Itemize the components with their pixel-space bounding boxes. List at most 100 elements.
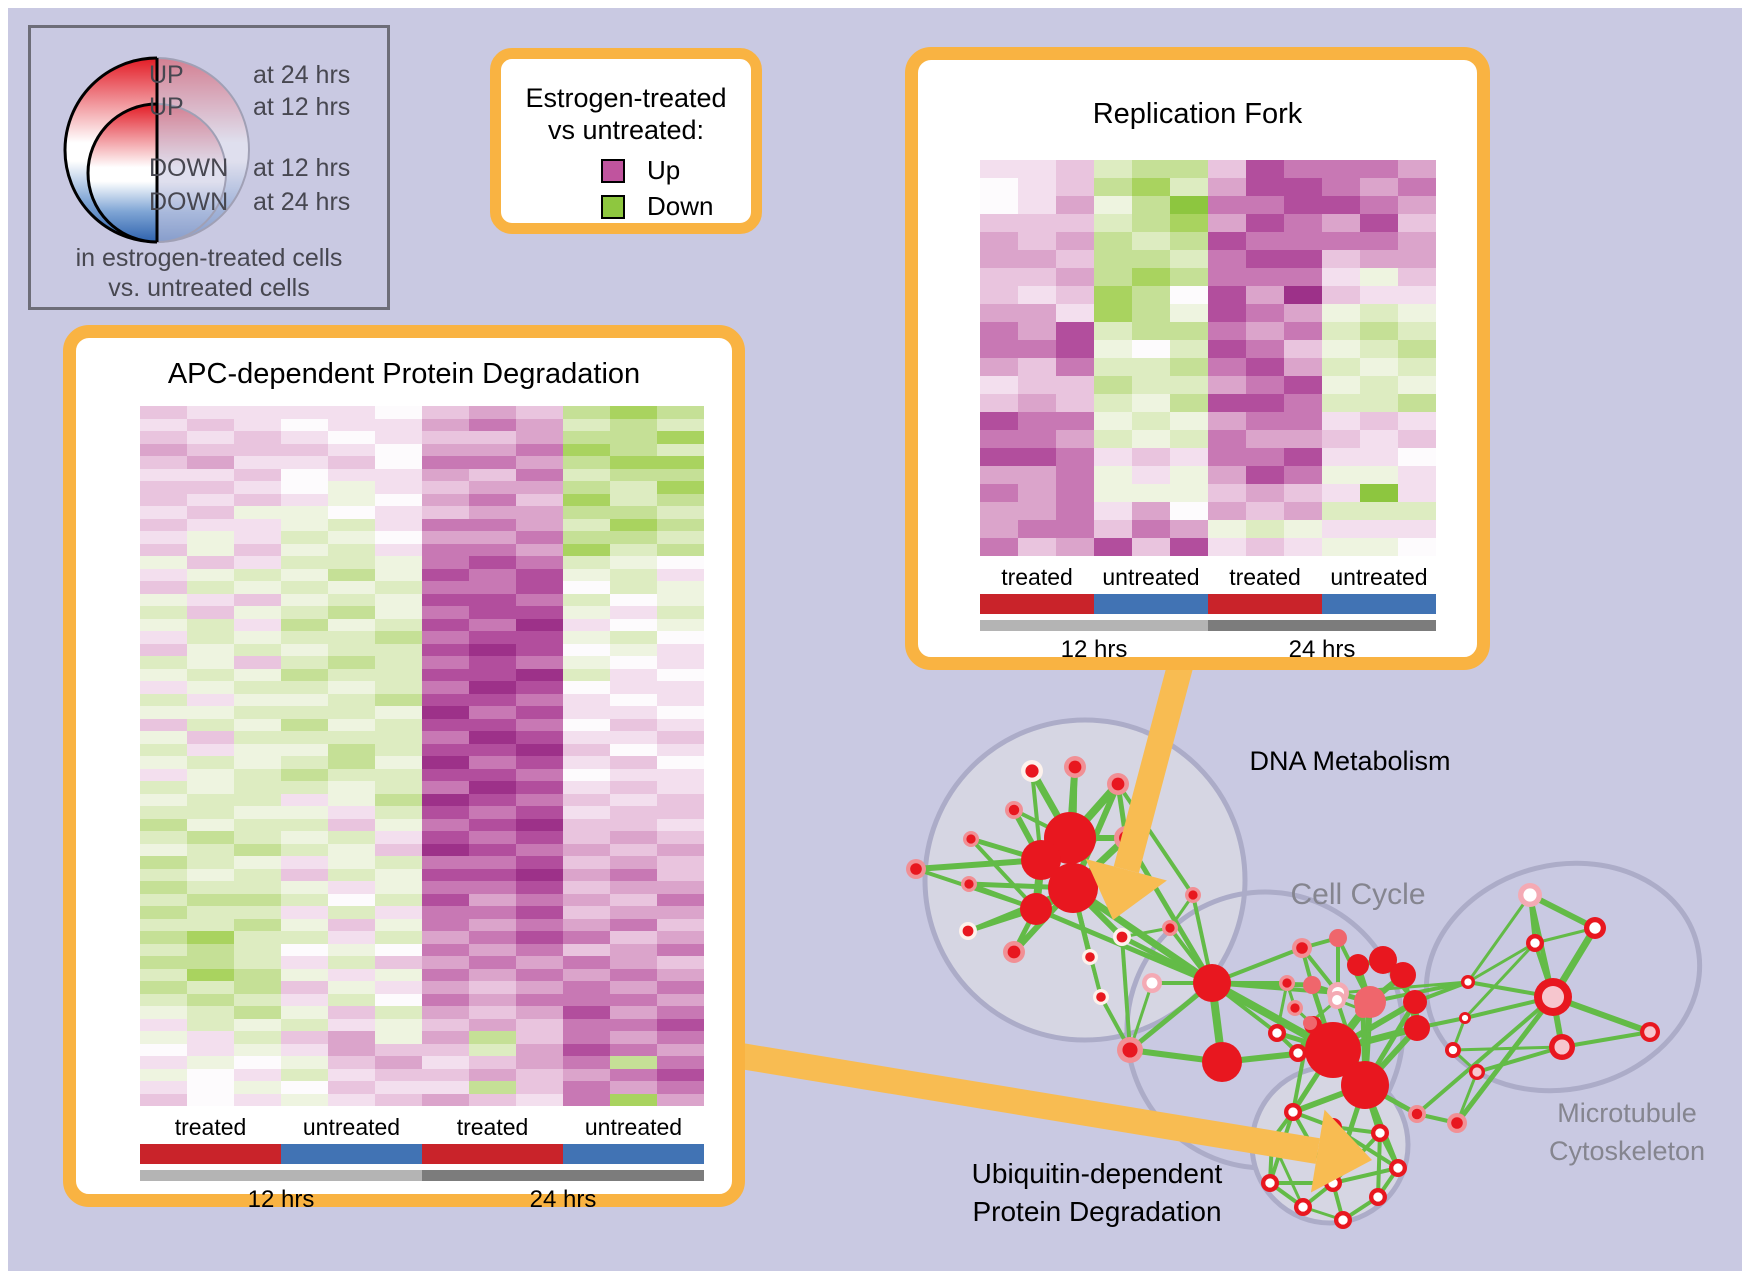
- heatmap-cell: [1284, 250, 1322, 268]
- heatmap-cell: [281, 706, 328, 719]
- treatment-color-bar: [140, 1144, 281, 1164]
- heatmap-cell: [657, 731, 704, 744]
- heatmap-cell: [375, 968, 422, 981]
- heatmap-cell: [980, 376, 1018, 394]
- heatmap-cell: [422, 981, 469, 994]
- heatmap-cell: [281, 806, 328, 819]
- heatmap-cell: [1170, 538, 1208, 556]
- heatmap-cell: [657, 1006, 704, 1019]
- heatmap-cell: [980, 160, 1018, 178]
- heatmap-cell: [187, 468, 234, 481]
- heatmap-cell: [328, 993, 375, 1006]
- heatmap-cell: [1284, 214, 1322, 232]
- heatmap-cell: [469, 781, 516, 794]
- heatmap-cell: [657, 593, 704, 606]
- heatmap-cell: [1094, 448, 1132, 466]
- heatmap-cell: [422, 456, 469, 469]
- heatmap-cell: [234, 981, 281, 994]
- heatmap-cell: [375, 868, 422, 881]
- heatmap-cell: [140, 406, 187, 419]
- heatmap-cell: [1056, 502, 1094, 520]
- heatmap-cell: [328, 643, 375, 656]
- heatmap-cell: [980, 304, 1018, 322]
- heatmap-cell: [563, 656, 610, 669]
- heatmap-cell: [610, 768, 657, 781]
- network-node-solid: [1404, 1015, 1430, 1041]
- network-edge: [1291, 1022, 1312, 1113]
- heatmap-cell: [140, 931, 187, 944]
- heatmap-cell: [657, 606, 704, 619]
- heatmap-cell: [1132, 178, 1170, 196]
- heatmap-cell: [610, 443, 657, 456]
- heatmap-cell: [328, 706, 375, 719]
- heatmap-cell: [657, 881, 704, 894]
- heatmap-cell: [1094, 358, 1132, 376]
- heatmap-cell: [1170, 394, 1208, 412]
- heatmap-cell: [187, 881, 234, 894]
- heatmap-cell: [469, 906, 516, 919]
- heatmap-cell: [563, 668, 610, 681]
- heatmap-cell: [328, 656, 375, 669]
- heatmap-cell: [140, 943, 187, 956]
- heatmap-cell: [422, 856, 469, 869]
- heatmap-cell: [610, 531, 657, 544]
- heatmap-cell: [1056, 394, 1094, 412]
- heatmap-cell: [375, 818, 422, 831]
- heatmap-cell: [610, 656, 657, 669]
- heatmap-cell: [1056, 358, 1094, 376]
- heatmap-cell: [422, 993, 469, 1006]
- repfork-group-labels: treated untreated treated untreated: [980, 564, 1436, 591]
- heatmap-cell: [657, 406, 704, 419]
- heatmap-cell: [1360, 196, 1398, 214]
- heatmap-cell: [610, 781, 657, 794]
- heatmap-cell: [375, 906, 422, 919]
- heatmap-cell: [469, 981, 516, 994]
- heatmap-cell: [1360, 358, 1398, 376]
- heatmap-cell: [375, 1006, 422, 1019]
- heatmap-cell: [1246, 214, 1284, 232]
- heatmap-cell: [469, 756, 516, 769]
- heatmap-cell: [1246, 538, 1284, 556]
- heatmap-cell: [187, 856, 234, 869]
- heatmap-cell: [1208, 358, 1246, 376]
- heatmap-cell: [234, 706, 281, 719]
- heatmap-cell: [563, 818, 610, 831]
- heatmap-cell: [980, 232, 1018, 250]
- heatmap-cell: [375, 918, 422, 931]
- heatmap-cell: [1170, 340, 1208, 358]
- heatmap-cell: [1322, 412, 1360, 430]
- heatmap-cell: [563, 506, 610, 519]
- network-node-salmon: [1329, 929, 1347, 947]
- heatmap-cell: [980, 466, 1018, 484]
- heatmap-cell: [328, 743, 375, 756]
- heatmap-cell: [1208, 520, 1246, 538]
- network-edge: [1071, 885, 1214, 986]
- heatmap-cell: [234, 743, 281, 756]
- key-time-12: at 12 hrs: [253, 93, 351, 121]
- heatmap-cell: [1284, 196, 1322, 214]
- heatmap-cell: [610, 1056, 657, 1069]
- heatmap-cell: [187, 893, 234, 906]
- heatmap-cell: [1360, 178, 1398, 196]
- microtubule-cytoskeleton-cluster: [1423, 860, 1703, 1094]
- heatmap-cell: [1322, 304, 1360, 322]
- heatmap-cell: [1056, 178, 1094, 196]
- heatmap-cell: [1170, 286, 1208, 304]
- heatmap-cell: [469, 618, 516, 631]
- heatmap-cell: [1132, 502, 1170, 520]
- heatmap-cell: [657, 1056, 704, 1069]
- heatmap-cell: [563, 518, 610, 531]
- heatmap-cell: [469, 1093, 516, 1106]
- heatmap-cell: [469, 506, 516, 519]
- heatmap-cell: [610, 868, 657, 881]
- heatmap-cell: [187, 1081, 234, 1094]
- heatmap-cell: [328, 1056, 375, 1069]
- heatmap-cell: [375, 731, 422, 744]
- heatmap-cell: [375, 806, 422, 819]
- heatmap-cell: [1322, 178, 1360, 196]
- heatmap-cell: [1056, 232, 1094, 250]
- heatmap-cell: [469, 543, 516, 556]
- heatmap-cell: [187, 806, 234, 819]
- heatmap-cell: [610, 831, 657, 844]
- treatment-group-label: untreated: [302, 1114, 401, 1140]
